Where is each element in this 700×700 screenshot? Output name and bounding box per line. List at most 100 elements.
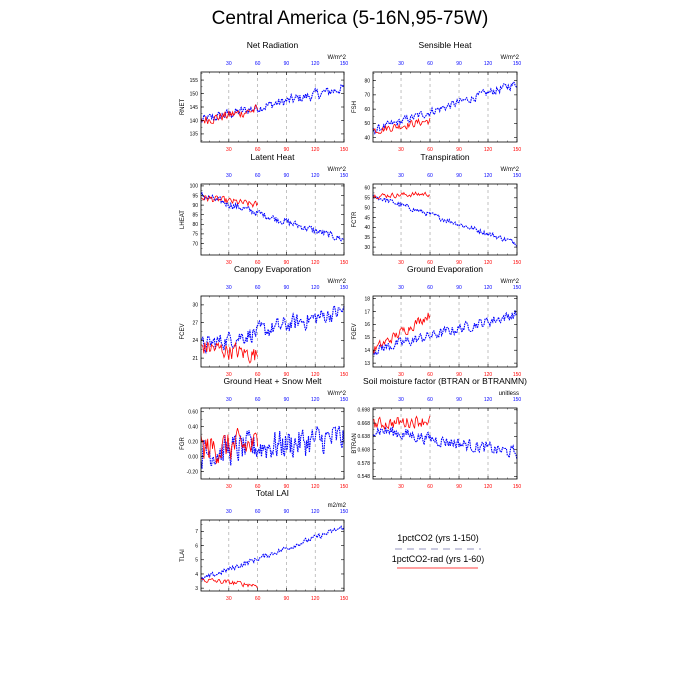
- plot-frame: [200, 519, 345, 592]
- x-top-tick-label: 60: [255, 285, 261, 291]
- plot-frame: [200, 407, 345, 480]
- y-tick-label: 140: [190, 118, 199, 124]
- plot-frame: [372, 71, 518, 143]
- x-bottom-tick-label: 150: [340, 260, 349, 266]
- series-1pctco2-line: [372, 426, 518, 460]
- x-top-tick-label: 120: [484, 173, 493, 179]
- x-bottom-tick-label: 30: [226, 484, 232, 490]
- x-top-tick-label: 90: [456, 173, 462, 179]
- y-tick-label: 0.20: [188, 439, 198, 445]
- panel-title: Canopy Evaporation: [234, 264, 311, 274]
- y-tick-label: 0.668: [357, 421, 370, 427]
- x-bottom-tick-label: 150: [340, 372, 349, 378]
- panel-units: W/m^2: [328, 279, 347, 285]
- x-top-tick-label: 150: [513, 397, 522, 403]
- x-top-tick-label: 30: [398, 285, 404, 291]
- y-axis-label: LHEAT: [180, 210, 186, 229]
- panel-units: W/m^2: [328, 391, 347, 397]
- y-tick-label: 45: [364, 215, 370, 221]
- series-1pctco2-rad-line: [200, 195, 258, 208]
- x-bottom-tick-label: 60: [255, 484, 261, 490]
- x-top-tick-label: 90: [284, 61, 290, 67]
- series-1pctco2-rad-line: [372, 312, 431, 354]
- x-bottom-tick-label: 60: [427, 484, 433, 490]
- x-bottom-tick-label: 150: [340, 596, 349, 602]
- x-top-tick-label: 60: [255, 509, 261, 515]
- y-tick-label: 30: [192, 303, 198, 309]
- panel-units: unitless: [499, 391, 519, 397]
- y-tick-label: 60: [364, 107, 370, 113]
- series-1pctco2-rad-line: [200, 427, 258, 464]
- y-tick-label: 0.578: [357, 461, 370, 467]
- plot-frame: [200, 183, 345, 256]
- y-tick-label: 0.608: [357, 448, 370, 454]
- x-top-tick-label: 90: [284, 397, 290, 403]
- y-tick-label: 95: [192, 193, 198, 199]
- panel-8: Soil moisture factor (BTRAN or BTRANMN) u…: [352, 376, 527, 490]
- x-bottom-tick-label: 120: [484, 484, 493, 490]
- y-tick-label: 0.40: [188, 424, 198, 430]
- x-top-tick-label: 150: [340, 397, 349, 403]
- panel-2: Sensible Heat W/m^2 FSH 40 50 60 70 80 30 60 90 120…: [352, 40, 521, 153]
- y-axis-label: FCEV: [180, 323, 186, 339]
- x-top-tick-label: 30: [226, 397, 232, 403]
- x-top-tick-label: 60: [427, 285, 433, 291]
- x-bottom-tick-label: 60: [255, 260, 261, 266]
- series-1pctco2-line: [372, 310, 517, 356]
- plot-frame: [372, 295, 518, 368]
- panel-units: W/m^2: [328, 55, 347, 61]
- x-top-tick-label: 120: [484, 61, 493, 67]
- panel-3: Latent Heat W/m^2 LHEAT 70 75 80 85 90 95 100 30 60…: [180, 152, 348, 266]
- x-bottom-tick-label: 150: [513, 260, 522, 266]
- x-bottom-tick-label: 30: [398, 147, 404, 153]
- x-top-tick-label: 150: [340, 173, 349, 179]
- panel-4: Transpiration W/m^2 FCTR 30 35 40 45 50 55 60 30 60…: [352, 152, 521, 266]
- panel-title: Sensible Heat: [419, 40, 473, 50]
- y-tick-label: 17: [364, 309, 370, 315]
- panel-title: Soil moisture factor (BTRAN or BTRANMN): [363, 376, 527, 386]
- x-bottom-tick-label: 120: [484, 147, 493, 153]
- y-tick-label: 6: [195, 543, 198, 549]
- x-bottom-tick-label: 90: [284, 596, 290, 602]
- x-top-tick-label: 30: [226, 173, 232, 179]
- panel-6: Ground Evaporation W/m^2 FGEV 13 14 15 16 17 18 3…: [352, 264, 521, 378]
- x-bottom-tick-label: 90: [456, 147, 462, 153]
- x-top-tick-label: 120: [311, 397, 320, 403]
- y-tick-label: 0.00: [188, 454, 198, 460]
- series-1pctco2-rad-line: [372, 117, 431, 134]
- x-top-tick-label: 120: [484, 285, 493, 291]
- y-tick-label: 55: [364, 196, 370, 202]
- x-bottom-tick-label: 150: [513, 484, 522, 490]
- y-tick-label: 40: [364, 225, 370, 231]
- y-tick-label: 60: [364, 186, 370, 192]
- x-top-tick-label: 150: [513, 285, 522, 291]
- y-tick-label: 7: [195, 529, 198, 535]
- y-axis-label: FGEV: [352, 323, 358, 339]
- panel-units: W/m^2: [501, 279, 520, 285]
- x-bottom-tick-label: 120: [311, 596, 320, 602]
- y-tick-label: 15: [364, 335, 370, 341]
- y-tick-label: 35: [364, 235, 370, 241]
- x-top-tick-label: 30: [226, 61, 232, 67]
- y-tick-label: 40: [364, 136, 370, 142]
- x-bottom-tick-label: 30: [398, 372, 404, 378]
- x-top-tick-label: 90: [456, 397, 462, 403]
- x-top-tick-label: 60: [427, 61, 433, 67]
- x-bottom-tick-label: 150: [513, 372, 522, 378]
- x-bottom-tick-label: 90: [456, 484, 462, 490]
- x-top-tick-label: 120: [311, 61, 320, 67]
- y-tick-label: 0.698: [357, 408, 370, 414]
- x-bottom-tick-label: 120: [484, 372, 493, 378]
- panel-5: Canopy Evaporation W/m^2 FCEV 21 24 27 30 30 60 9…: [180, 264, 348, 378]
- x-bottom-tick-label: 60: [255, 147, 261, 153]
- x-top-tick-label: 30: [226, 509, 232, 515]
- legend: 1pctCO2 (yrs 1-150) 1pctCO2-rad (yrs 1-60…: [392, 533, 484, 569]
- x-bottom-tick-label: 30: [226, 596, 232, 602]
- x-bottom-tick-label: 30: [226, 147, 232, 153]
- x-top-tick-label: 60: [427, 397, 433, 403]
- x-top-tick-label: 30: [398, 397, 404, 403]
- x-top-tick-label: 90: [456, 285, 462, 291]
- y-tick-label: 5: [195, 558, 198, 564]
- panel-1: Net Radiation W/m^2 RNET 135 140 145 150 155 30 6…: [180, 40, 348, 153]
